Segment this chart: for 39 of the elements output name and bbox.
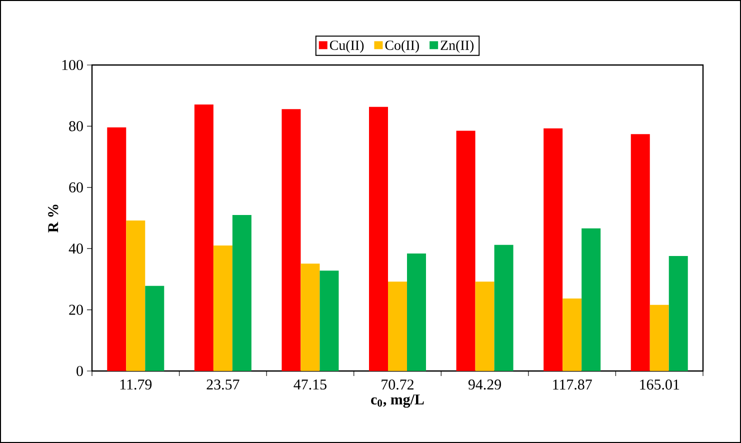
bar xyxy=(456,130,476,371)
bar xyxy=(232,214,252,371)
x-tick-label: 47.15 xyxy=(294,380,326,390)
y-tick-label: 60 xyxy=(69,182,83,192)
legend-label: Zn(II) xyxy=(440,40,474,53)
bar xyxy=(562,298,582,371)
bar xyxy=(145,286,164,371)
x-tick-label: 165.01 xyxy=(640,380,680,390)
bar xyxy=(630,134,650,371)
y-tick-label: 100 xyxy=(62,60,83,70)
bar xyxy=(213,246,232,371)
y-tick-label: 0 xyxy=(76,366,83,376)
bar xyxy=(544,128,563,371)
x-tick-label: 11.79 xyxy=(120,380,152,390)
bar xyxy=(407,253,426,371)
bar xyxy=(494,244,514,371)
legend-label: Cu(II) xyxy=(330,40,364,53)
bar xyxy=(388,282,408,371)
bar xyxy=(300,264,320,371)
legend-label: Co(II) xyxy=(385,40,419,53)
x-tick-label: 94.29 xyxy=(468,380,501,390)
x-tick-label: 23.57 xyxy=(206,380,240,390)
y-tick-label: 40 xyxy=(68,244,83,254)
bar xyxy=(194,104,214,371)
y-tick-label: 20 xyxy=(69,304,83,315)
y-tick-label: 80 xyxy=(69,121,83,132)
bar xyxy=(650,304,669,371)
bar xyxy=(107,127,126,371)
bar xyxy=(282,109,301,371)
x-axis-title: c$_{0}$, mg/L xyxy=(371,394,424,408)
y-axis-title: R % xyxy=(48,204,58,232)
x-tick-label: 117.87 xyxy=(553,380,592,390)
bar xyxy=(668,256,688,371)
bar xyxy=(475,282,494,371)
bar xyxy=(126,220,146,371)
bar xyxy=(582,228,601,371)
bar xyxy=(320,270,339,371)
bar xyxy=(369,106,388,371)
x-tick-label: 70.72 xyxy=(382,380,414,390)
